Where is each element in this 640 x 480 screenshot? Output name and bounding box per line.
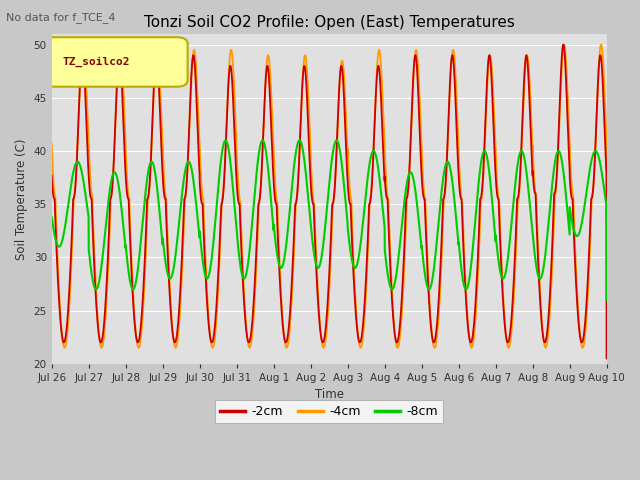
Text: TZ_soilco2: TZ_soilco2	[63, 57, 131, 67]
X-axis label: Time: Time	[315, 388, 344, 401]
Legend: -2cm, -4cm, -8cm: -2cm, -4cm, -8cm	[215, 400, 444, 423]
Title: Tonzi Soil CO2 Profile: Open (East) Temperatures: Tonzi Soil CO2 Profile: Open (East) Temp…	[144, 15, 515, 30]
Y-axis label: Soil Temperature (C): Soil Temperature (C)	[15, 138, 28, 260]
Text: No data for f_TCE_4: No data for f_TCE_4	[6, 12, 116, 23]
FancyBboxPatch shape	[44, 37, 188, 87]
